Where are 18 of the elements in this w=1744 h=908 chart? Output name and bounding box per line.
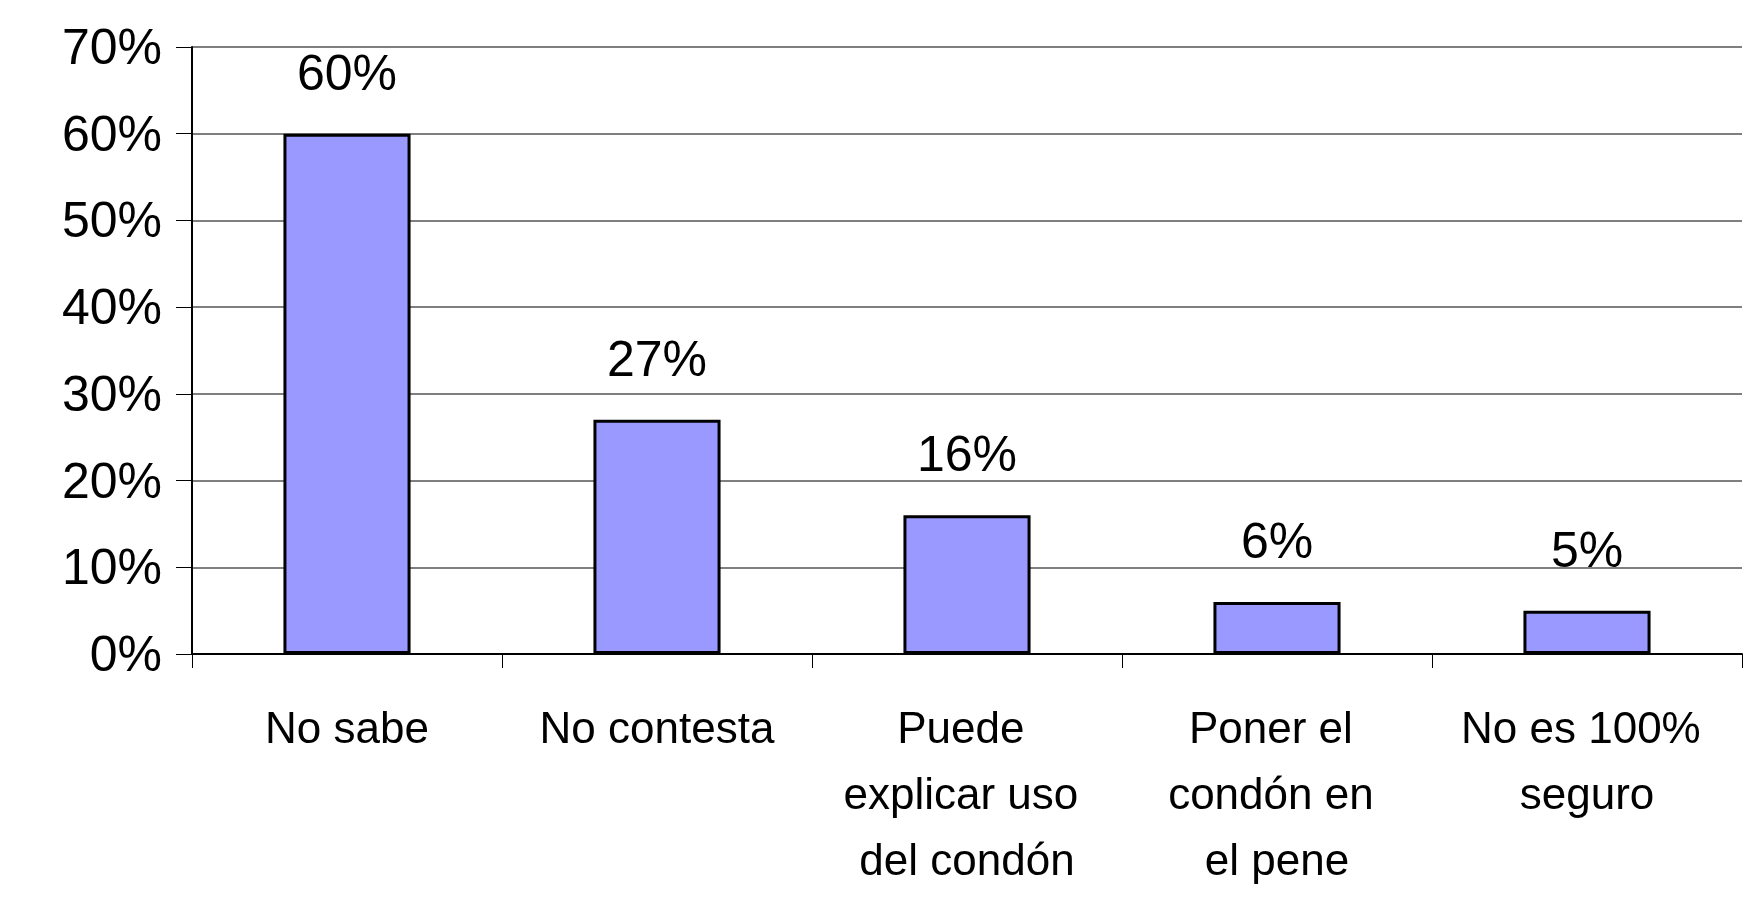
x-tick-label: No es 100% seguro xyxy=(1461,702,1713,818)
y-tick-label: 50% xyxy=(61,192,162,249)
y-tick-label: 20% xyxy=(61,452,162,509)
y-tick-label: 0% xyxy=(89,626,162,682)
y-tick-label: 40% xyxy=(61,279,162,336)
x-tick-label: Puede explicar uso del condón xyxy=(843,702,1091,884)
x-tick-label: No contesta xyxy=(539,702,775,752)
y-tick-label: 30% xyxy=(61,365,162,422)
data-label: 16% xyxy=(916,426,1018,483)
data-label: 6% xyxy=(1240,512,1314,569)
data-label: 27% xyxy=(606,330,708,387)
x-tick-label: Poner el condón en el pene xyxy=(1168,702,1386,884)
data-label: 5% xyxy=(1550,521,1624,578)
y-tick-label: 10% xyxy=(61,539,162,596)
y-tick-label: 70% xyxy=(61,19,162,75)
data-label: 60% xyxy=(296,44,398,101)
y-tick-label: 60% xyxy=(61,105,162,162)
x-tick-label: No sabe xyxy=(265,702,429,752)
